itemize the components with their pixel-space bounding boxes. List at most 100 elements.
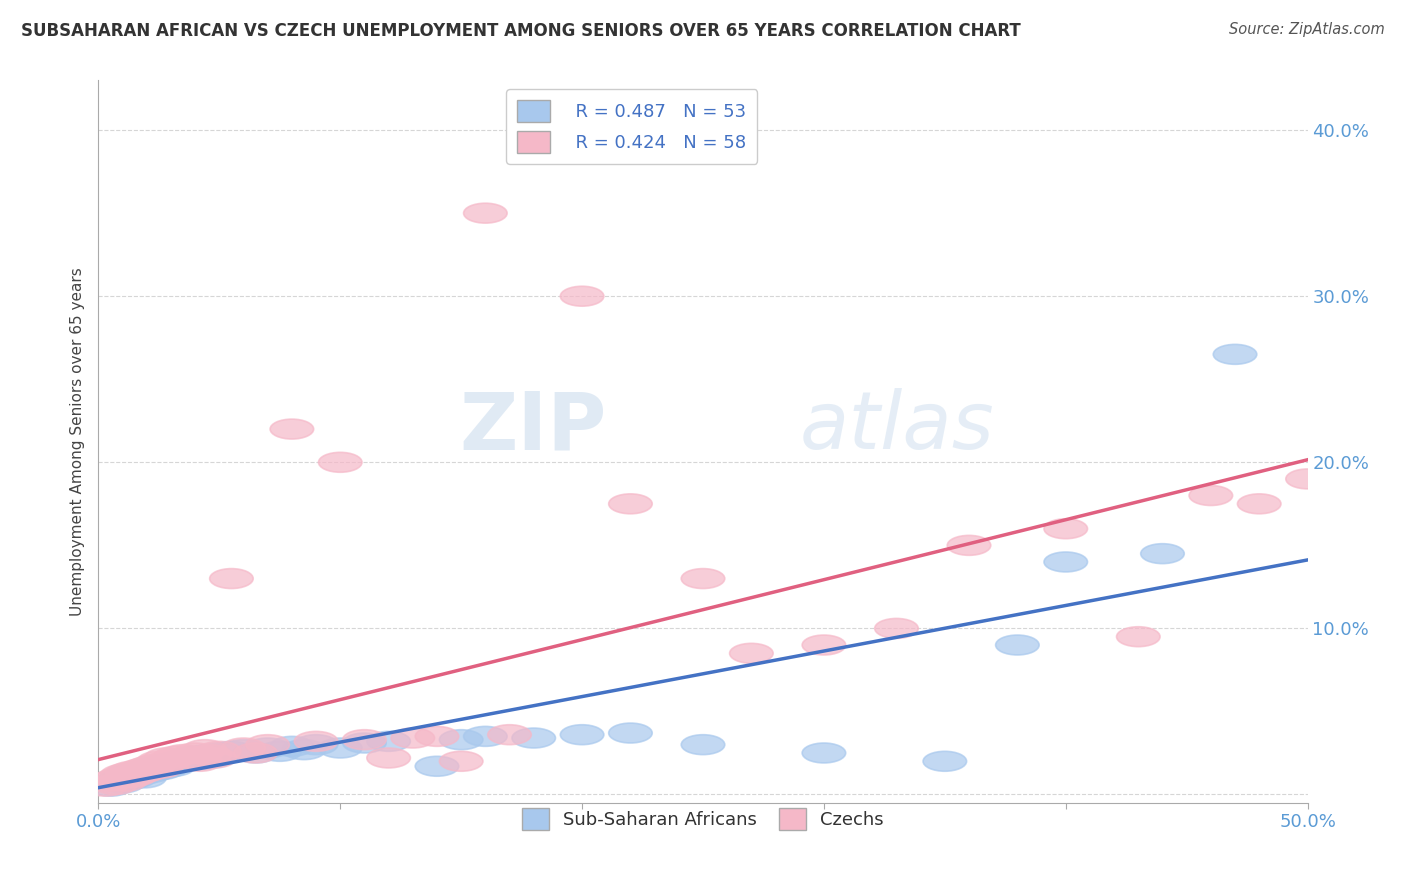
- Ellipse shape: [152, 756, 195, 776]
- Ellipse shape: [186, 745, 229, 764]
- Ellipse shape: [803, 635, 845, 655]
- Ellipse shape: [101, 772, 145, 793]
- Ellipse shape: [101, 768, 145, 788]
- Ellipse shape: [188, 745, 232, 764]
- Ellipse shape: [193, 748, 236, 768]
- Ellipse shape: [132, 761, 176, 781]
- Ellipse shape: [125, 761, 169, 781]
- Ellipse shape: [128, 763, 172, 783]
- Ellipse shape: [125, 760, 169, 780]
- Ellipse shape: [803, 743, 845, 763]
- Ellipse shape: [222, 738, 266, 758]
- Ellipse shape: [1045, 519, 1087, 539]
- Ellipse shape: [142, 753, 186, 772]
- Ellipse shape: [233, 743, 277, 763]
- Ellipse shape: [319, 452, 361, 472]
- Ellipse shape: [122, 758, 166, 778]
- Ellipse shape: [512, 728, 555, 748]
- Ellipse shape: [246, 735, 290, 755]
- Ellipse shape: [103, 772, 146, 791]
- Ellipse shape: [440, 751, 482, 772]
- Ellipse shape: [112, 768, 156, 788]
- Ellipse shape: [343, 730, 387, 749]
- Ellipse shape: [101, 764, 145, 785]
- Ellipse shape: [108, 770, 152, 789]
- Ellipse shape: [145, 758, 188, 778]
- Ellipse shape: [488, 724, 531, 745]
- Ellipse shape: [464, 203, 508, 223]
- Ellipse shape: [209, 741, 253, 761]
- Ellipse shape: [108, 768, 152, 788]
- Ellipse shape: [128, 756, 172, 776]
- Legend: Sub-Saharan Africans, Czechs: Sub-Saharan Africans, Czechs: [515, 801, 891, 837]
- Ellipse shape: [924, 751, 966, 772]
- Ellipse shape: [173, 747, 217, 766]
- Ellipse shape: [111, 761, 155, 781]
- Ellipse shape: [149, 749, 193, 770]
- Ellipse shape: [1286, 469, 1329, 489]
- Text: Source: ZipAtlas.com: Source: ZipAtlas.com: [1229, 22, 1385, 37]
- Ellipse shape: [440, 730, 482, 749]
- Ellipse shape: [415, 756, 458, 776]
- Ellipse shape: [142, 755, 186, 774]
- Ellipse shape: [166, 748, 209, 768]
- Ellipse shape: [875, 618, 918, 639]
- Ellipse shape: [270, 737, 314, 756]
- Ellipse shape: [1237, 494, 1281, 514]
- Ellipse shape: [118, 760, 162, 780]
- Ellipse shape: [155, 747, 198, 766]
- Ellipse shape: [89, 772, 132, 791]
- Ellipse shape: [270, 419, 314, 439]
- Ellipse shape: [343, 733, 387, 753]
- Ellipse shape: [145, 748, 188, 768]
- Ellipse shape: [1045, 552, 1087, 572]
- Ellipse shape: [948, 535, 991, 556]
- Ellipse shape: [367, 731, 411, 751]
- Text: atlas: atlas: [800, 388, 994, 467]
- Ellipse shape: [233, 743, 277, 763]
- Ellipse shape: [367, 748, 411, 768]
- Ellipse shape: [149, 753, 193, 772]
- Ellipse shape: [730, 643, 773, 664]
- Ellipse shape: [209, 568, 253, 589]
- Ellipse shape: [120, 764, 163, 785]
- Ellipse shape: [682, 568, 724, 589]
- Ellipse shape: [1213, 344, 1257, 364]
- Ellipse shape: [222, 739, 266, 760]
- Ellipse shape: [561, 286, 603, 306]
- Ellipse shape: [112, 766, 156, 786]
- Ellipse shape: [162, 745, 205, 764]
- Ellipse shape: [162, 749, 205, 770]
- Ellipse shape: [1140, 544, 1184, 564]
- Ellipse shape: [129, 758, 173, 778]
- Ellipse shape: [94, 774, 138, 795]
- Ellipse shape: [115, 764, 159, 785]
- Ellipse shape: [995, 635, 1039, 655]
- Text: SUBSAHARAN AFRICAN VS CZECH UNEMPLOYMENT AMONG SENIORS OVER 65 YEARS CORRELATION: SUBSAHARAN AFRICAN VS CZECH UNEMPLOYMENT…: [21, 22, 1021, 40]
- Ellipse shape: [132, 755, 176, 774]
- Ellipse shape: [122, 768, 166, 788]
- Ellipse shape: [112, 763, 156, 783]
- Ellipse shape: [139, 760, 183, 780]
- Ellipse shape: [259, 741, 301, 761]
- Ellipse shape: [179, 751, 222, 772]
- Ellipse shape: [415, 726, 458, 747]
- Ellipse shape: [166, 748, 209, 768]
- Ellipse shape: [138, 751, 180, 772]
- Ellipse shape: [391, 728, 434, 748]
- Ellipse shape: [84, 776, 128, 797]
- Ellipse shape: [179, 749, 222, 770]
- Ellipse shape: [105, 763, 149, 783]
- Ellipse shape: [173, 743, 217, 763]
- Ellipse shape: [105, 764, 149, 785]
- Ellipse shape: [283, 739, 326, 760]
- Ellipse shape: [561, 724, 603, 745]
- Ellipse shape: [129, 760, 173, 780]
- Ellipse shape: [183, 739, 226, 760]
- Ellipse shape: [156, 751, 200, 772]
- Ellipse shape: [96, 768, 139, 788]
- Ellipse shape: [190, 748, 233, 768]
- Ellipse shape: [294, 731, 337, 751]
- Text: ZIP: ZIP: [458, 388, 606, 467]
- Ellipse shape: [609, 723, 652, 743]
